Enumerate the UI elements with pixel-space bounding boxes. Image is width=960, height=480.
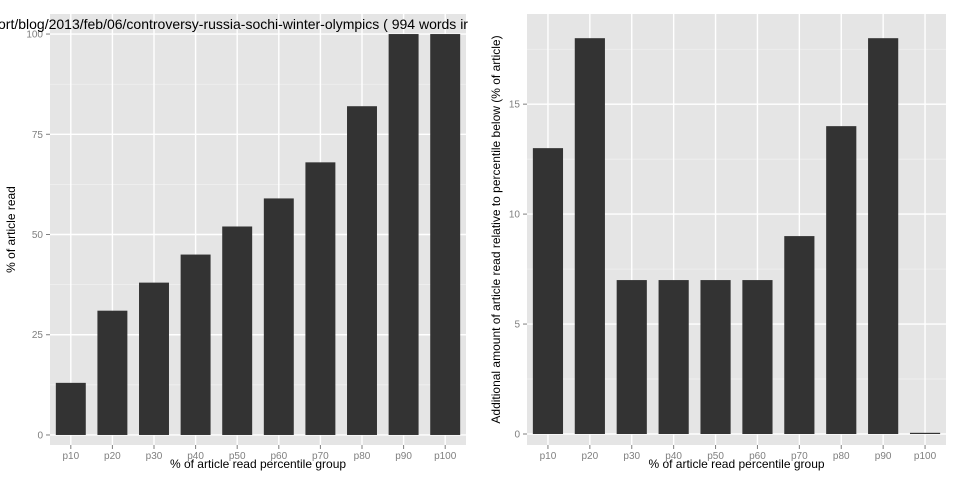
left-x-tick-label: p20: [104, 451, 121, 462]
left-x-tick-label: p70: [312, 451, 329, 462]
right-bar-p70: [784, 236, 815, 435]
right-x-axis-title: % of article read percentile group: [648, 457, 824, 471]
right-y-tick-label: 15: [509, 100, 521, 111]
right-x-tick-label: p90: [875, 451, 892, 462]
right-x-tick-label: p80: [833, 451, 850, 462]
left-bar-p10: [55, 382, 86, 435]
right-x-tick-label: p30: [623, 451, 640, 462]
right-bar-p10: [532, 148, 564, 435]
left-x-tick-label: p10: [62, 451, 79, 462]
left-bar-p20: [97, 310, 128, 435]
right-x-tick-label: p100: [914, 451, 937, 462]
right-x-tick-label: p60: [749, 451, 766, 462]
right-y-tick-label: 10: [509, 210, 521, 221]
left-x-tick-label: p30: [146, 451, 163, 462]
left-chart-title: ort/blog/2013/feb/06/controversy-russia-…: [0, 16, 468, 32]
left-bar-p70: [305, 162, 336, 435]
right-bar-p100: [909, 432, 941, 435]
right-bar-p90: [868, 38, 899, 435]
left-y-tick-label: 25: [32, 330, 44, 341]
right-y-tick-label: 0: [514, 430, 520, 441]
right-x-tick-label: p50: [707, 451, 724, 462]
right-x-tick-label: p20: [582, 451, 599, 462]
left-x-axis-title: % of article read percentile group: [170, 457, 346, 471]
left-x-tick-label: p100: [434, 451, 457, 462]
left-bar-p40: [180, 254, 211, 435]
right-bar-p40: [658, 280, 689, 435]
right-y-axis-title: Additional amount of article read relati…: [489, 35, 503, 423]
left-bar-p100: [430, 34, 461, 435]
left-y-axis-title: % of article read: [4, 186, 18, 273]
left-y-tick-label: 50: [32, 230, 44, 241]
left-x-tick-label: p40: [187, 451, 204, 462]
left-bar-p60: [263, 198, 294, 435]
right-y-tick-label: 5: [514, 320, 520, 331]
right-bar-p30: [616, 280, 647, 435]
left-y-tick-label: 75: [32, 130, 44, 141]
left-x-tick-label: p50: [229, 451, 246, 462]
left-bar-p50: [222, 226, 253, 435]
right-x-tick-label: p10: [540, 451, 557, 462]
left-bar-p80: [347, 106, 377, 435]
left-x-tick-label: p80: [354, 451, 371, 462]
chart-right: 0 5 10 15 p10 p20 p30 p40 p50 p60 p70 p80 p90 p100 % o…: [489, 14, 946, 471]
right-x-tick-label: p70: [791, 451, 808, 462]
chart-left: 0 25 50 75 100 p10 p20 p30 p40 p50 p60 p70 p80 p90 p10…: [0, 14, 468, 471]
left-y-tick-label: 100: [26, 30, 43, 41]
left-x-tick-label: p90: [395, 451, 412, 462]
right-bar-p60: [742, 280, 773, 435]
left-y-tick-label: 0: [37, 430, 43, 441]
right-x-tick-label: p40: [665, 451, 682, 462]
right-bar-p50: [700, 280, 731, 435]
left-bar-p30: [139, 282, 169, 435]
right-bar-p20: [574, 38, 605, 435]
left-x-tick-label: p60: [270, 451, 287, 462]
right-bar-p80: [826, 126, 857, 435]
left-bar-p90: [388, 34, 419, 435]
